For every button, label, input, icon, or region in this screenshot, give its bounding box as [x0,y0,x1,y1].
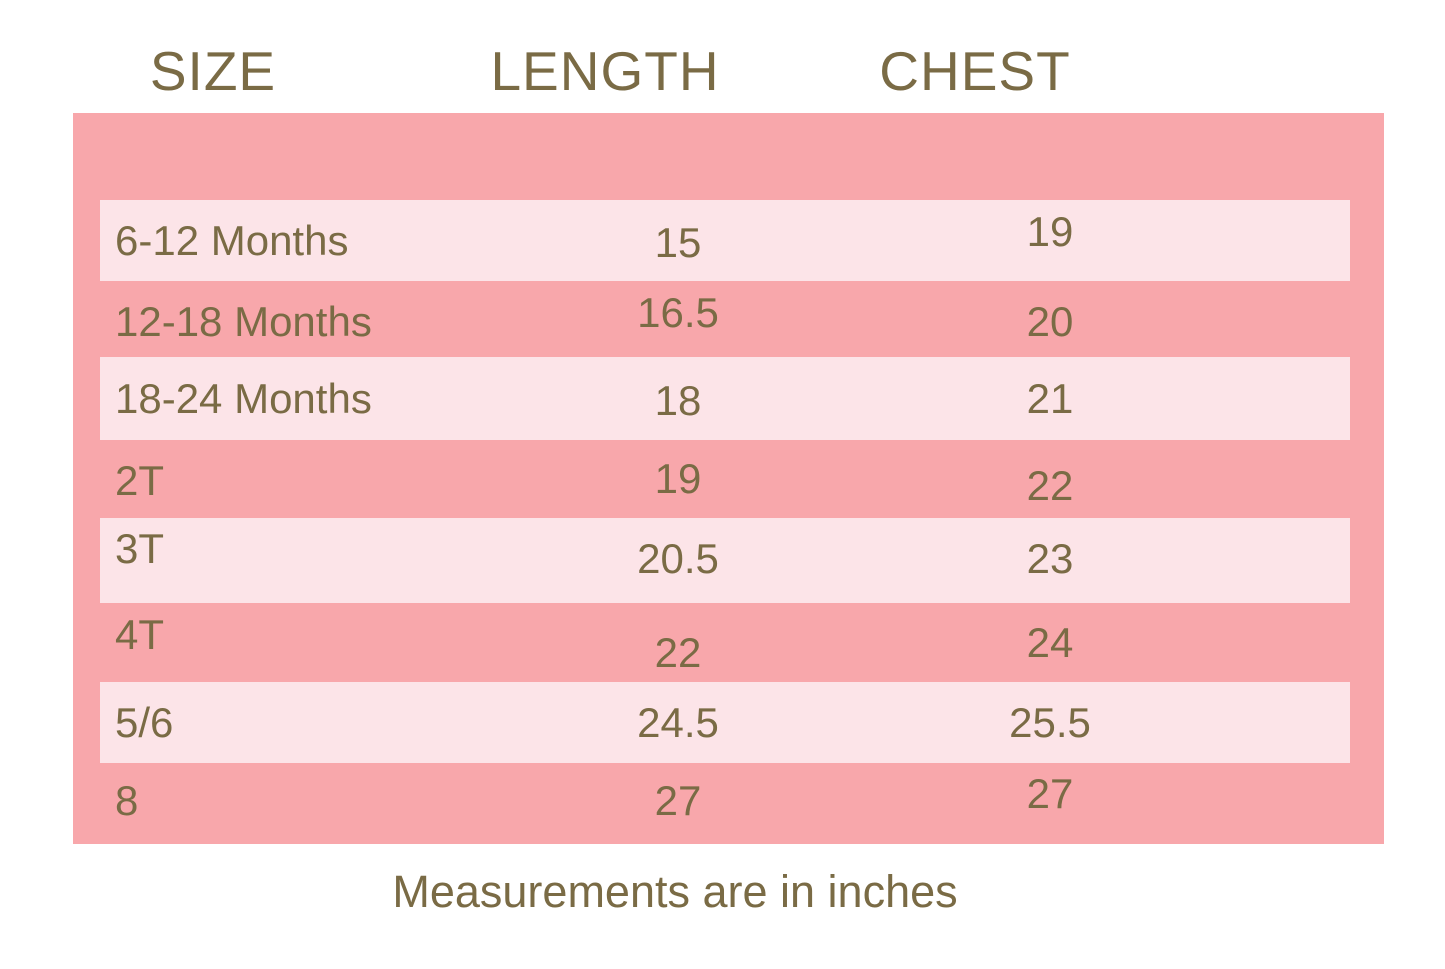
size-cell: 6-12 Months [115,216,349,264]
length-cell: 27 [654,776,702,824]
column-header-size: SIZE [149,40,277,102]
table-row: 5/6 24.5 25.5 [100,682,1350,763]
length-cell: 16.5 [637,289,719,336]
size-cell: 8 [115,776,139,824]
size-cell: 2T [115,457,165,504]
table-row: 4T 22 24 [100,603,1350,682]
chest-cell: 22 [1026,462,1074,509]
size-cell: 18-24 Months [115,374,372,422]
table-row: 2T 19 22 [100,440,1350,518]
table-row: 18-24 Months 18 21 [100,357,1350,440]
size-cell: 5/6 [115,698,174,746]
length-cell: 24.5 [637,698,719,746]
chest-cell: 24 [1026,618,1074,666]
length-cell: 15 [654,218,702,266]
table-row: 12-18 Months 16.5 20 [100,281,1350,357]
column-header-length: LENGTH [490,40,720,102]
chest-cell: 21 [1026,374,1074,422]
chest-cell: 19 [1026,207,1074,255]
table-row: 6-12 Months 15 19 [100,200,1350,281]
length-cell: 22 [654,628,702,676]
table-row: 8 27 27 [100,763,1350,844]
chest-cell: 20 [1026,298,1074,345]
length-cell: 18 [654,376,702,424]
chest-cell: 25.5 [1009,698,1091,746]
length-cell: 20.5 [637,534,719,582]
table-row: 3T 20.5 23 [100,518,1350,603]
chest-cell: 23 [1026,534,1074,582]
length-cell: 19 [654,455,702,502]
size-cell: 12-18 Months [115,298,372,345]
units-note: Measurements are in inches [392,866,958,917]
size-cell: 3T [115,524,165,572]
chest-cell: 27 [1026,769,1074,817]
column-header-chest: CHEST [879,40,1071,102]
size-cell: 4T [115,610,165,658]
